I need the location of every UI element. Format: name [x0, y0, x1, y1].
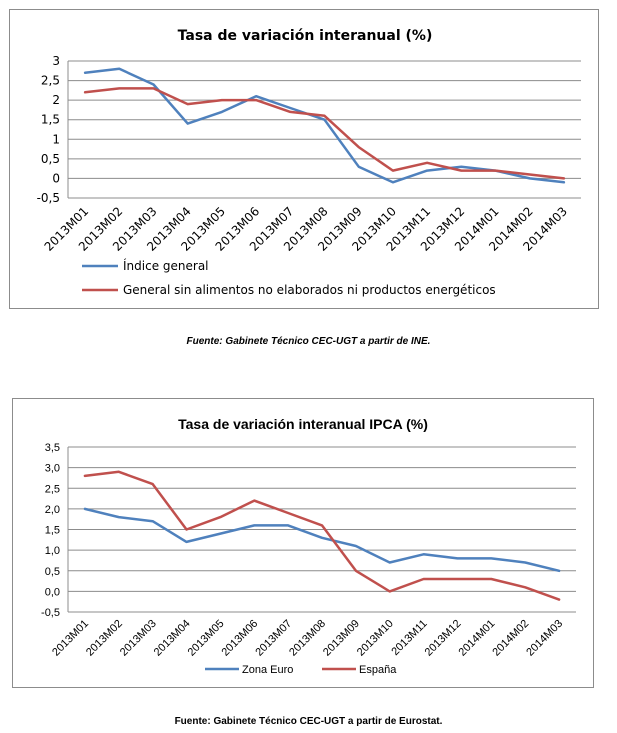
series-line-ipc-1 [83, 67, 566, 184]
y-tick-label: 2 [52, 93, 60, 107]
chart-ipca-source-caption: Fuente: Gabinete Técnico CEC-UGT a parti… [174, 716, 443, 727]
y-tick-label: 3,0 [45, 463, 60, 475]
y-tick-label: 0,0 [45, 586, 60, 598]
x-tick-label: 2013M12 [423, 618, 464, 659]
x-tick-label: 2014M02 [490, 618, 531, 659]
x-tick-label: 2013M04 [152, 618, 193, 659]
chart-ipca-svg: Tasa de variación interanual IPCA (%) -0,… [41, 416, 576, 676]
y-tick-label: 2,5 [41, 74, 60, 88]
x-tick-label: 2013M01 [50, 618, 91, 659]
legend-label: General sin alimentos no elaborados ni p… [123, 283, 496, 297]
x-tick-label: 2013M06 [219, 618, 260, 659]
series-line-ipca-1 [83, 507, 561, 573]
x-tick-label: 2013M10 [355, 618, 396, 659]
x-tick-label: 2013M07 [253, 618, 294, 659]
x-tick-label: 2013M09 [321, 618, 362, 659]
legend-label: Índice general [123, 258, 209, 273]
y-tick-label: 3,5 [45, 442, 60, 454]
chart-ipc-svg: Tasa de variación interanual (%) -0,5 0 0,5… [37, 28, 581, 297]
y-tick-label: 2,5 [45, 483, 60, 495]
y-tick-label: 1 [52, 132, 60, 146]
x-tick-label: 2014M03 [524, 618, 565, 659]
y-tick-label: -0,5 [37, 191, 60, 205]
chart-title: Tasa de variación interanual IPCA (%) [178, 416, 428, 432]
y-tick-label: 1,0 [45, 545, 60, 557]
chart-panel-ipc: Tasa de variación interanual (%) -0,5 0 0,5… [9, 9, 599, 309]
x-tick-label: 2013M02 [84, 618, 125, 659]
series-line-ipc-2 [83, 87, 566, 180]
y-tick-label: 1,5 [45, 525, 60, 537]
series-line-ipca-2 [83, 470, 561, 601]
x-tick-label: 2014M01 [457, 618, 498, 659]
chart-title: Tasa de variación interanual (%) [178, 28, 433, 44]
legend-label: Zona Euro [242, 664, 293, 676]
y-tick-label: 0,5 [45, 566, 60, 578]
y-tick-label: -0,5 [41, 607, 60, 619]
y-tick-label: 0,5 [41, 152, 60, 166]
legend-label: España [359, 664, 397, 676]
y-tick-label: 0 [52, 171, 60, 185]
x-tick-label: 2013M08 [287, 618, 328, 659]
chart-panel-ipca: Tasa de variación interanual IPCA (%) -0,… [12, 398, 594, 688]
y-tick-label: 2,0 [45, 504, 60, 516]
chart-ipc-source-caption: Fuente: Gabinete Técnico CEC-UGT a parti… [186, 336, 431, 347]
x-tick-label: 2013M03 [118, 618, 159, 659]
x-tick-label: 2013M05 [186, 618, 227, 659]
y-tick-label: 3 [52, 54, 60, 68]
y-tick-label: 1,5 [41, 113, 60, 127]
